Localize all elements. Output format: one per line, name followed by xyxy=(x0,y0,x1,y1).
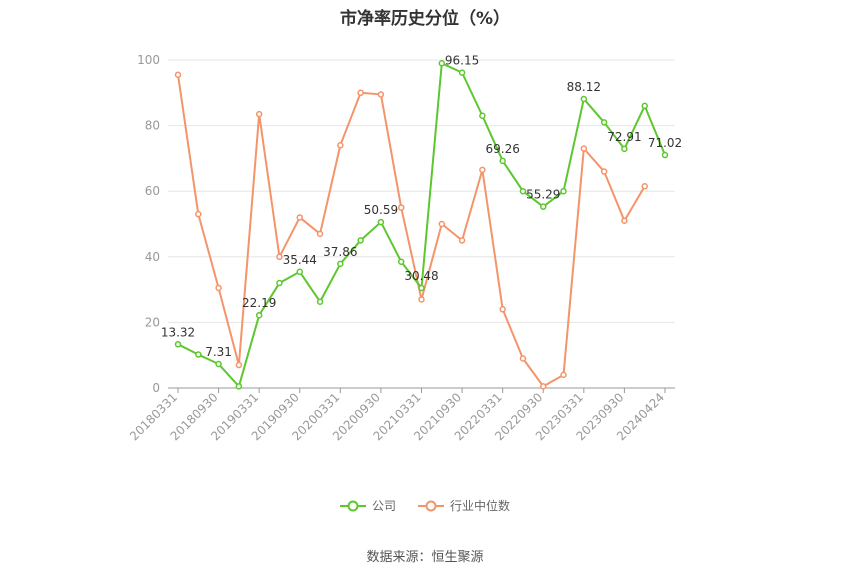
data-label: 72.91 xyxy=(607,130,641,144)
data-label: 55.29 xyxy=(526,188,560,202)
company-point xyxy=(255,311,263,319)
industry-point xyxy=(316,230,324,238)
company-point xyxy=(337,260,344,268)
grid-layer xyxy=(168,59,675,323)
industry-point xyxy=(337,142,344,149)
company-point xyxy=(276,279,283,287)
data-label-layer: 13.32 7.31 22.19 35.44 37.86 50.59 30.48 96.15 6… xyxy=(161,54,682,359)
data-label: 35.44 xyxy=(283,253,317,267)
company-point xyxy=(438,60,446,67)
industry-point xyxy=(377,91,385,98)
company-point xyxy=(499,157,506,165)
y-tick-label: 0 xyxy=(152,381,160,395)
data-label: 88.12 xyxy=(567,80,601,94)
company-point xyxy=(621,145,628,153)
data-label: 22.19 xyxy=(242,296,276,310)
company-point xyxy=(296,268,303,276)
industry-series-line xyxy=(177,74,646,388)
company-point xyxy=(377,218,385,226)
data-label: 96.15 xyxy=(445,54,479,68)
company-point xyxy=(540,203,547,210)
industry-point xyxy=(621,217,628,224)
industry-point xyxy=(519,355,527,362)
company-point xyxy=(357,237,364,244)
legend-swatch-company-icon xyxy=(339,500,366,511)
industry-point xyxy=(540,383,547,390)
company-point xyxy=(519,187,527,195)
legend-item-company[interactable]: 公司 xyxy=(339,497,396,514)
data-label: 13.32 xyxy=(161,325,195,339)
company-point xyxy=(316,298,324,305)
legend-item-industry[interactable]: 行业中位数 xyxy=(418,497,510,514)
y-tick-label: 20 xyxy=(145,315,160,329)
industry-point xyxy=(195,210,202,218)
industry-point xyxy=(580,145,588,152)
company-point xyxy=(661,151,669,159)
company-point xyxy=(479,112,486,120)
industry-point xyxy=(235,361,243,369)
data-label: 50.59 xyxy=(364,203,398,217)
company-point xyxy=(580,95,588,103)
company-point xyxy=(235,383,243,390)
legend-swatch-industry-icon xyxy=(418,500,444,511)
industry-point xyxy=(479,166,486,174)
company-point xyxy=(418,284,425,292)
industry-point xyxy=(397,204,405,211)
industry-point xyxy=(600,168,608,175)
series-layer xyxy=(174,60,669,390)
industry-point xyxy=(458,237,466,244)
company-point xyxy=(641,102,648,110)
industry-point xyxy=(276,253,283,261)
company-point xyxy=(195,351,202,358)
y-tick-label: 40 xyxy=(145,250,160,264)
industry-point xyxy=(215,284,222,292)
industry-point xyxy=(499,306,506,313)
data-source: 数据来源：恒生聚源 xyxy=(366,550,484,565)
data-label: 71.02 xyxy=(648,136,682,150)
industry-point xyxy=(438,220,446,228)
company-point xyxy=(215,360,222,368)
industry-point xyxy=(560,371,567,379)
company-point xyxy=(458,69,466,76)
company-point xyxy=(600,119,608,126)
industry-point xyxy=(255,110,263,118)
y-tick-label: 80 xyxy=(145,119,160,133)
company-point xyxy=(397,258,405,265)
legend-label-company: 公司 xyxy=(371,499,396,513)
industry-point xyxy=(357,89,364,97)
data-label: 37.86 xyxy=(323,245,357,259)
chart-title: 市净率历史分位（%） xyxy=(339,9,511,29)
y-tick-label: 60 xyxy=(145,184,160,198)
data-label: 69.26 xyxy=(485,142,519,156)
industry-point xyxy=(418,296,425,303)
axis-layer: 0204060801002018033120180930201903312019… xyxy=(127,53,675,443)
legend-label-industry: 行业中位数 xyxy=(450,499,511,513)
industry-point xyxy=(641,183,648,190)
y-tick-label: 100 xyxy=(137,53,160,67)
industry-point xyxy=(174,71,182,79)
company-point xyxy=(560,187,567,195)
data-label: 7.31 xyxy=(205,345,232,359)
data-label: 30.48 xyxy=(404,269,438,283)
industry-point xyxy=(296,214,303,221)
legend: 公司 行业中位数 xyxy=(0,497,850,514)
company-point xyxy=(174,341,182,348)
